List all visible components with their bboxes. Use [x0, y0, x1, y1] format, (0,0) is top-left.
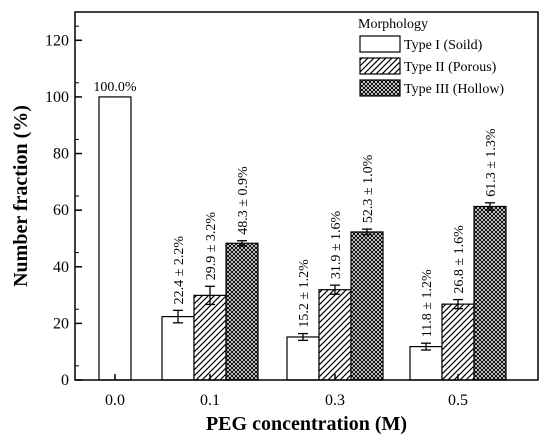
data-label: 52.3 ± 1.0% — [361, 154, 376, 223]
bar — [318, 289, 352, 381]
y-tick-label: 100 — [45, 89, 69, 106]
data-label: 26.8 ± 1.6% — [452, 225, 467, 294]
bar — [193, 294, 227, 381]
legend-entry: Type III (Hollow) — [404, 82, 504, 97]
data-label: 61.3 ± 1.3% — [484, 128, 499, 197]
error-bars-layer — [173, 202, 495, 351]
data-labels-layer: 100.0% 22.4 ± 2.2% 29.9 ± 3.2% 48.3 ± 0.9% 1… — [93, 80, 499, 337]
x-axis-title: PEG concentration (M) — [206, 413, 407, 435]
bar — [473, 205, 507, 381]
bar — [286, 336, 320, 381]
data-label: 29.9 ± 3.2% — [204, 212, 219, 281]
y-tick-label: 120 — [45, 32, 69, 49]
x-tick-label: 0.0 — [105, 392, 125, 409]
legend-swatch — [359, 35, 401, 53]
bar — [441, 303, 475, 381]
legend: Morphology Type I (Soild) Type II (Porous… — [358, 17, 504, 97]
y-tick-label: 80 — [53, 146, 69, 163]
legend-entry: Type II (Porous) — [404, 60, 497, 75]
bar — [161, 315, 195, 381]
data-label: 48.3 ± 0.9% — [236, 166, 251, 235]
legend-swatch — [359, 79, 401, 97]
y-tick-label: 40 — [53, 259, 69, 276]
data-label: 22.4 ± 2.2% — [172, 236, 187, 305]
data-label: 100.0% — [93, 80, 137, 95]
y-tick-label: 0 — [61, 372, 69, 389]
legend-title: Morphology — [358, 17, 428, 32]
axis-ticks: 0 20 40 60 80 100 120 0.0 0.1 0.3 0.5 — [45, 25, 468, 409]
legend-swatch — [359, 57, 401, 75]
bar — [350, 231, 384, 381]
y-axis-title: Number fraction (%) — [10, 105, 32, 287]
bar — [98, 96, 132, 381]
data-label: 15.2 ± 1.2% — [297, 259, 312, 328]
bar — [225, 242, 259, 381]
data-label: 11.8 ± 1.2% — [420, 269, 435, 337]
y-tick-label: 20 — [53, 315, 69, 332]
x-tick-label: 0.5 — [448, 392, 468, 409]
y-tick-label: 60 — [53, 202, 69, 219]
bar — [409, 345, 443, 381]
legend-entry: Type I (Soild) — [404, 38, 483, 53]
x-tick-label: 0.1 — [200, 392, 220, 409]
x-tick-label: 0.3 — [325, 392, 345, 409]
data-label: 31.9 ± 1.6% — [329, 210, 344, 279]
